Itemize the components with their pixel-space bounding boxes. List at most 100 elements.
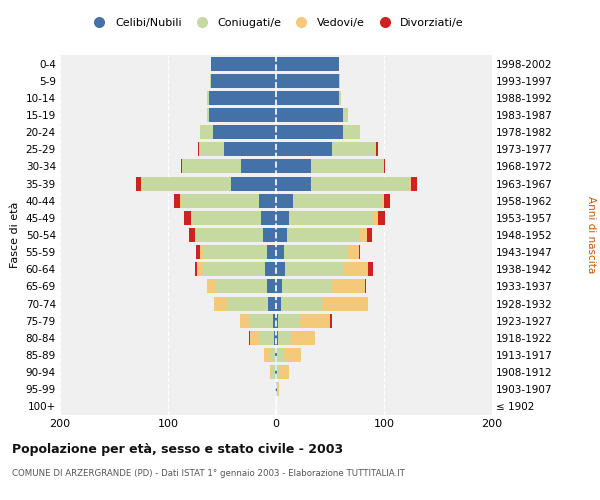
Bar <box>182 160 276 173</box>
Bar <box>199 142 276 156</box>
Bar <box>276 365 289 379</box>
Bar <box>272 365 276 379</box>
Bar <box>276 176 411 190</box>
Bar <box>268 245 276 259</box>
Bar <box>274 331 276 345</box>
Bar <box>200 125 276 139</box>
Bar <box>276 280 332 293</box>
Bar <box>276 74 340 88</box>
Bar <box>276 160 311 173</box>
Bar <box>276 160 385 173</box>
Bar <box>276 74 338 88</box>
Bar <box>276 331 315 345</box>
Bar <box>276 194 382 207</box>
Bar <box>200 125 276 139</box>
Bar <box>268 280 276 293</box>
Bar <box>276 176 418 190</box>
Bar <box>249 331 276 345</box>
Bar <box>276 142 332 156</box>
Bar <box>191 211 276 225</box>
Bar <box>250 331 276 345</box>
Bar <box>276 348 301 362</box>
Bar <box>207 280 276 293</box>
Bar <box>276 262 373 276</box>
Bar <box>207 108 276 122</box>
Bar <box>276 382 279 396</box>
Bar <box>276 245 359 259</box>
Bar <box>276 382 279 396</box>
Bar <box>276 91 341 105</box>
Bar <box>276 331 291 345</box>
Bar <box>181 160 276 173</box>
Bar <box>276 91 341 105</box>
Bar <box>210 74 276 88</box>
Bar <box>209 108 276 122</box>
Bar <box>276 228 372 242</box>
Bar <box>227 296 276 310</box>
Bar <box>276 142 376 156</box>
Text: Anni di nascita: Anni di nascita <box>586 196 596 274</box>
Bar <box>276 262 368 276</box>
Bar <box>210 74 276 88</box>
Bar <box>276 194 391 207</box>
Bar <box>207 91 276 105</box>
Bar <box>196 245 276 259</box>
Bar <box>214 296 276 310</box>
Bar <box>209 91 276 105</box>
Bar <box>184 211 276 225</box>
Bar <box>276 228 360 242</box>
Bar <box>195 262 276 276</box>
Bar <box>224 142 276 156</box>
Bar <box>207 108 276 122</box>
Bar <box>276 228 367 242</box>
Bar <box>200 245 276 259</box>
Bar <box>197 262 276 276</box>
Y-axis label: Fasce di età: Fasce di età <box>10 202 20 268</box>
Bar <box>188 228 276 242</box>
Bar <box>276 125 360 139</box>
Bar <box>276 91 341 105</box>
Bar <box>276 262 344 276</box>
Text: Popolazione per età, sesso e stato civile - 2003: Popolazione per età, sesso e stato civil… <box>12 442 343 456</box>
Bar <box>276 176 410 190</box>
Bar <box>276 142 376 156</box>
Bar <box>241 314 276 328</box>
Bar <box>269 365 276 379</box>
Bar <box>276 245 360 259</box>
Bar <box>261 211 276 225</box>
Bar <box>276 211 373 225</box>
Bar <box>182 160 276 173</box>
Bar <box>191 211 276 225</box>
Legend: Celibi/Nubili, Coniugati/e, Vedovi/e, Divorziati/e: Celibi/Nubili, Coniugati/e, Vedovi/e, Di… <box>84 14 468 32</box>
Bar <box>269 348 276 362</box>
Bar <box>241 160 276 173</box>
Bar <box>276 125 359 139</box>
Bar <box>276 245 349 259</box>
Bar <box>264 348 276 362</box>
Bar <box>259 194 276 207</box>
Bar <box>276 382 278 396</box>
Bar <box>276 296 322 310</box>
Bar <box>276 262 284 276</box>
Bar <box>276 160 384 173</box>
Bar <box>259 331 276 345</box>
Bar <box>207 108 276 122</box>
Bar <box>180 194 276 207</box>
Bar <box>276 228 287 242</box>
Bar <box>276 314 330 328</box>
Bar <box>207 91 276 105</box>
Bar <box>276 348 301 362</box>
Bar <box>276 314 278 328</box>
Bar <box>276 125 360 139</box>
Bar <box>276 74 340 88</box>
Bar <box>276 382 277 396</box>
Bar <box>273 314 276 328</box>
Bar <box>268 296 276 310</box>
Bar <box>230 176 276 190</box>
Bar <box>214 125 276 139</box>
Bar <box>195 228 276 242</box>
Bar <box>203 262 276 276</box>
Bar <box>276 91 338 105</box>
Bar <box>215 280 276 293</box>
Bar <box>249 314 276 328</box>
